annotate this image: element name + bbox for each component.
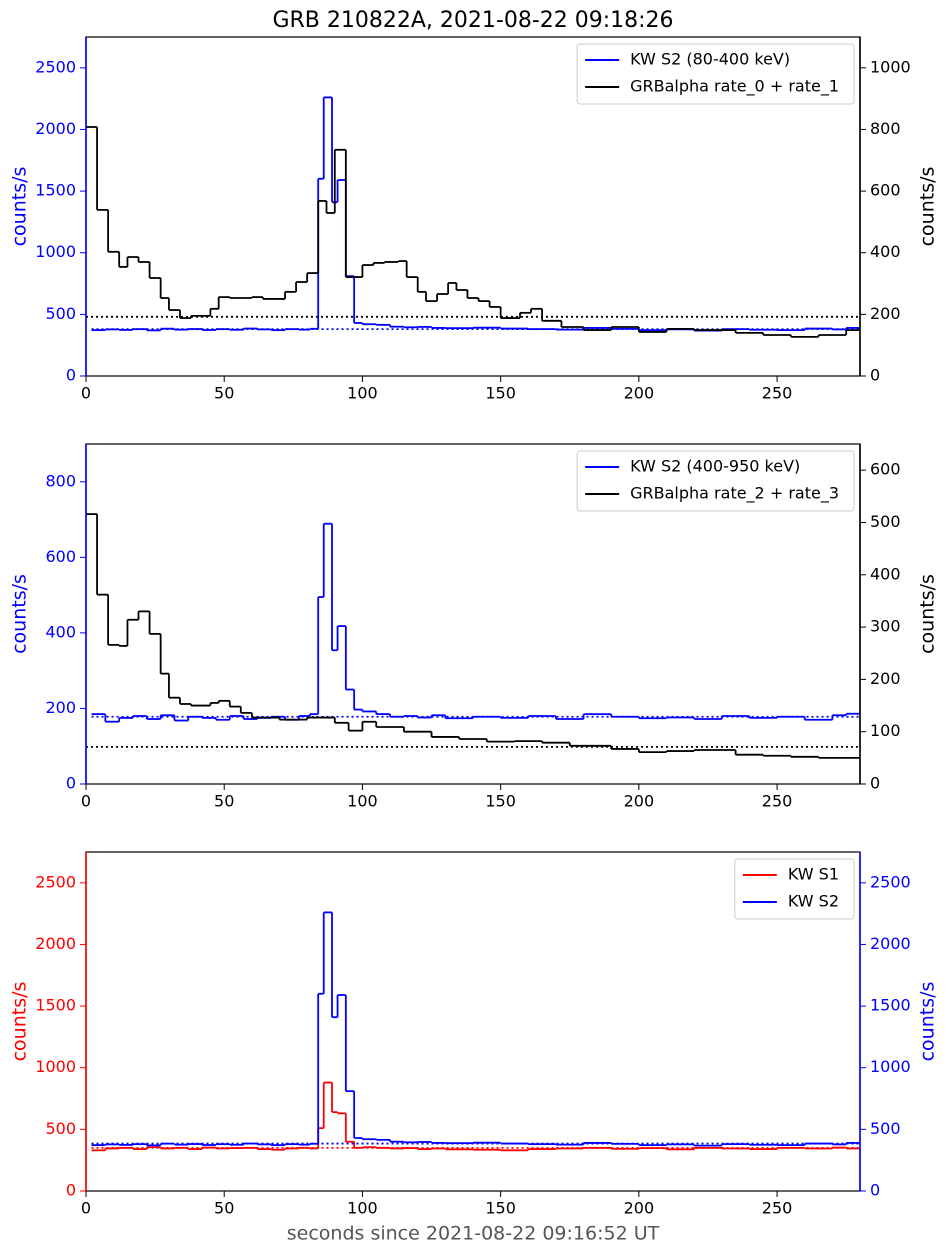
series <box>91 96 860 332</box>
y2-tick-label: 0 <box>870 366 880 385</box>
y2-tick-label: 500 <box>870 1119 901 1138</box>
y2-tick-label: 300 <box>870 617 901 636</box>
y-tick-label: 0 <box>66 1181 76 1200</box>
x-tick-label: 0 <box>81 384 91 403</box>
y-tick-label: 1500 <box>35 996 76 1015</box>
x-tick-label: 50 <box>214 384 234 403</box>
y2-axis-label: counts/s <box>917 982 939 1062</box>
x-tick-label: 200 <box>624 792 655 811</box>
x-tick-label: 50 <box>214 1199 234 1218</box>
legend-label: KW S2 (80-400 keV) <box>630 50 790 69</box>
y2-tick-label: 200 <box>870 304 901 323</box>
y2-tick-label: 1000 <box>870 1057 911 1076</box>
legend: KW S2 (80-400 keV) GRBalpha rate_0 + rate… <box>576 43 855 105</box>
legend: KW S1 KW S2 <box>734 858 855 920</box>
chart-title: GRB 210822A, 2021-08-22 09:18:26 <box>272 8 673 33</box>
legend-label: KW S2 <box>788 892 839 911</box>
y-axis-label: counts/s <box>9 574 31 654</box>
y2-tick-label: 400 <box>870 242 901 261</box>
legend-box <box>576 43 855 105</box>
legend-label: GRBalpha rate_2 + rate_3 <box>630 484 839 504</box>
x-tick-label: 200 <box>624 1199 655 1218</box>
y-tick-label: 2000 <box>35 934 76 953</box>
x-tick-label: 250 <box>762 1199 793 1218</box>
y-tick-label: 1000 <box>35 242 76 261</box>
y2-tick-label: 200 <box>870 669 901 688</box>
y-tick-label: 1500 <box>35 181 76 200</box>
y-axis-label: counts/s <box>9 982 31 1062</box>
series <box>86 126 860 338</box>
y-tick-label: 500 <box>45 1119 76 1138</box>
y-tick-label: 2500 <box>35 872 76 891</box>
x-tick-label: 100 <box>347 1199 378 1218</box>
series <box>91 522 860 723</box>
y2-tick-label: 800 <box>870 119 901 138</box>
x-tick-label: 250 <box>762 384 793 403</box>
x-tick-label: 50 <box>214 792 234 811</box>
x-tick-label: 0 <box>81 792 91 811</box>
x-tick-label: 200 <box>624 384 655 403</box>
legend-label: KW S1 <box>788 865 839 884</box>
x-tick-label: 150 <box>485 792 516 811</box>
y2-tick-label: 0 <box>870 1181 880 1200</box>
y-tick-label: 500 <box>45 304 76 323</box>
y-tick-label: 2500 <box>35 57 76 76</box>
y-tick-label: 1000 <box>35 1057 76 1076</box>
y-tick-label: 2000 <box>35 119 76 138</box>
y-axis-label: counts/s <box>9 167 31 247</box>
y-tick-label: 200 <box>45 698 76 717</box>
y2-axis-label: counts/s <box>917 574 939 654</box>
x-tick-label: 0 <box>81 1199 91 1218</box>
y-tick-label: 800 <box>45 471 76 490</box>
legend: KW S2 (400-950 keV) GRBalpha rate_2 + rat… <box>576 450 855 512</box>
legend-label: GRBalpha rate_0 + rate_1 <box>630 77 839 97</box>
legend-box <box>576 450 855 512</box>
y-tick-label: 0 <box>66 774 76 793</box>
x-tick-label: 150 <box>485 1199 516 1218</box>
x-tick-label: 100 <box>347 792 378 811</box>
y-tick-label: 0 <box>66 366 76 385</box>
x-axis-label: seconds since 2021-08-22 09:16:52 UT <box>287 1223 660 1245</box>
y2-tick-label: 600 <box>870 460 901 479</box>
y-tick-label: 600 <box>45 547 76 566</box>
y2-axis-label: counts/s <box>917 167 939 247</box>
y2-tick-label: 0 <box>870 774 880 793</box>
series <box>91 1081 860 1152</box>
series <box>86 513 860 759</box>
x-tick-label: 250 <box>762 792 793 811</box>
y2-tick-label: 2000 <box>870 934 911 953</box>
x-tick-label: 150 <box>485 384 516 403</box>
x-tick-label: 100 <box>347 384 378 403</box>
y2-tick-label: 1500 <box>870 996 911 1015</box>
legend-label: KW S2 (400-950 keV) <box>630 457 800 476</box>
y2-tick-label: 600 <box>870 181 901 200</box>
series <box>91 911 860 1147</box>
y2-tick-label: 400 <box>870 564 901 583</box>
y2-tick-label: 500 <box>870 512 901 531</box>
y2-tick-label: 100 <box>870 721 901 740</box>
y2-tick-label: 1000 <box>870 57 911 76</box>
y2-tick-label: 2500 <box>870 872 911 891</box>
y-tick-label: 400 <box>45 622 76 641</box>
